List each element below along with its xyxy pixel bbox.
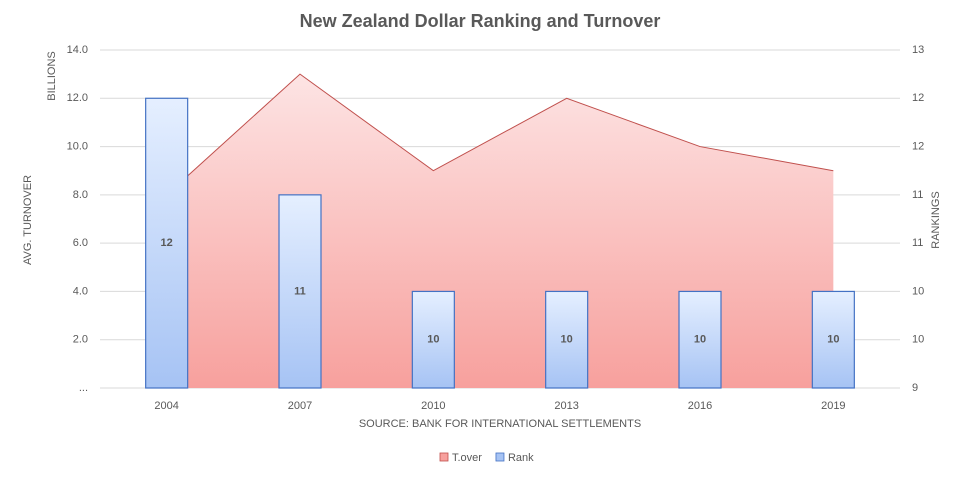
- y2-tick-label: 10: [912, 334, 924, 346]
- y2-tick-label: 13: [912, 44, 924, 56]
- data-label: 11: [294, 285, 306, 297]
- x-axis-title: SOURCE: BANK FOR INTERNATIONAL SETTLEMEN…: [359, 418, 641, 430]
- data-label: 12: [161, 237, 173, 249]
- x-tick-label: 2007: [288, 400, 312, 412]
- legend-swatch: [439, 452, 449, 462]
- y2-tick-label: 11: [912, 189, 923, 201]
- legend-label: T.over: [452, 452, 482, 464]
- chart-title: New Zealand Dollar Ranking and Turnover: [300, 11, 661, 31]
- y2-tick-label: 12: [912, 92, 924, 104]
- area-line: [166, 73, 834, 196]
- x-tick-label: 2013: [554, 400, 578, 412]
- bar: [145, 97, 189, 389]
- y-tick-label: 2.0: [73, 334, 88, 346]
- bar: [811, 290, 855, 389]
- y-tick-label: 6.0: [73, 237, 88, 249]
- y-tick-label: 12.0: [67, 92, 88, 104]
- y2-tick-label: 9: [912, 382, 918, 394]
- bar: [278, 194, 322, 389]
- y2-tick-label: 10: [912, 285, 924, 297]
- y2-tick-label: 11: [912, 237, 923, 249]
- x-tick-label: 2010: [421, 400, 445, 412]
- y-tick-label: 14.0: [67, 44, 88, 56]
- data-label: 10: [561, 334, 573, 346]
- y2-tick-label: 12: [912, 140, 924, 152]
- area-fill: [166, 74, 834, 389]
- y2-axis-title: RANKINGS: [930, 191, 942, 248]
- y-tick-label: ...: [79, 382, 88, 394]
- x-tick-label: 2019: [821, 400, 845, 412]
- x-tick-label: 2004: [154, 400, 178, 412]
- bar: [545, 290, 589, 389]
- bar: [678, 290, 722, 389]
- bar: [411, 290, 455, 389]
- data-label: 10: [827, 334, 839, 346]
- data-label: 10: [427, 334, 439, 346]
- y-axis-title: AVG. TURNOVER: [22, 175, 34, 265]
- legend-swatch: [495, 452, 505, 462]
- y-tick-label: 8.0: [73, 189, 88, 201]
- y-tick-label: 4.0: [73, 285, 88, 297]
- legend-label: Rank: [508, 452, 534, 464]
- y-tick-label: 10.0: [67, 140, 88, 152]
- y-axis-unit: BILLIONS: [46, 51, 58, 101]
- x-tick-label: 2016: [688, 400, 712, 412]
- data-label: 10: [694, 334, 706, 346]
